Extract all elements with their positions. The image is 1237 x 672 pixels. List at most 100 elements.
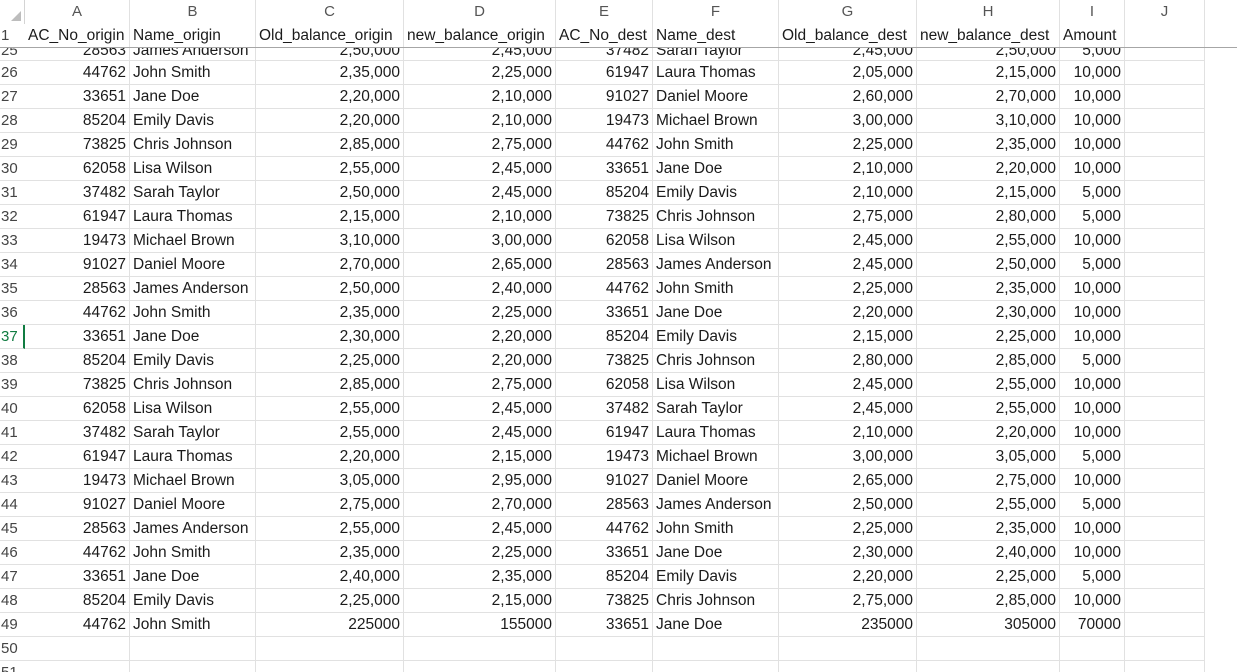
table-cell[interactable] (917, 637, 1060, 661)
header-cell[interactable] (1125, 24, 1205, 48)
table-cell[interactable]: 85204 (25, 589, 130, 613)
table-cell[interactable]: 2,70,000 (404, 493, 556, 517)
table-cell[interactable]: Emily Davis (653, 325, 779, 349)
table-cell[interactable] (1060, 637, 1125, 661)
table-cell[interactable] (1125, 109, 1205, 133)
table-cell[interactable]: Jane Doe (130, 85, 256, 109)
table-cell[interactable]: 91027 (25, 493, 130, 517)
table-cell[interactable]: 28563 (25, 517, 130, 541)
table-cell[interactable]: 2,45,000 (779, 373, 917, 397)
table-cell[interactable]: 2,10,000 (404, 85, 556, 109)
table-cell[interactable]: 91027 (556, 85, 653, 109)
table-cell[interactable]: 2,35,000 (404, 565, 556, 589)
table-cell[interactable] (779, 661, 917, 672)
table-cell[interactable]: 73825 (556, 589, 653, 613)
table-cell[interactable]: Jane Doe (653, 157, 779, 181)
table-cell[interactable]: 2,55,000 (256, 397, 404, 421)
table-cell[interactable]: 2,80,000 (917, 205, 1060, 229)
table-cell[interactable]: 2,80,000 (779, 349, 917, 373)
table-cell[interactable]: 3,00,000 (779, 109, 917, 133)
table-cell[interactable]: 2,45,000 (404, 421, 556, 445)
table-cell[interactable]: Jane Doe (653, 613, 779, 637)
table-cell[interactable]: 2,25,000 (779, 277, 917, 301)
table-cell[interactable]: 2,55,000 (917, 373, 1060, 397)
table-cell[interactable]: 2,75,000 (404, 373, 556, 397)
column-header-h[interactable]: H (917, 0, 1060, 24)
table-cell[interactable]: 2,85,000 (256, 373, 404, 397)
table-cell[interactable]: 5,000 (1060, 565, 1125, 589)
table-cell[interactable]: 2,40,000 (917, 541, 1060, 565)
table-cell[interactable]: 2,20,000 (779, 301, 917, 325)
table-cell[interactable]: 2,10,000 (779, 181, 917, 205)
table-cell[interactable]: 85204 (556, 181, 653, 205)
table-cell[interactable] (404, 661, 556, 672)
row-header[interactable]: 49 (0, 613, 25, 637)
table-cell[interactable]: 19473 (556, 109, 653, 133)
table-cell[interactable] (1125, 445, 1205, 469)
table-cell[interactable]: Lisa Wilson (130, 397, 256, 421)
row-header[interactable]: 44 (0, 493, 25, 517)
table-cell[interactable] (1125, 589, 1205, 613)
row-header[interactable]: 1 (0, 24, 25, 48)
table-cell[interactable] (1125, 421, 1205, 445)
table-cell[interactable] (1125, 661, 1205, 672)
table-cell[interactable] (917, 661, 1060, 672)
row-header[interactable]: 33 (0, 229, 25, 253)
table-cell[interactable]: 3,05,000 (256, 469, 404, 493)
table-cell[interactable]: 33651 (556, 157, 653, 181)
table-cell[interactable]: 5,000 (1060, 253, 1125, 277)
table-cell[interactable]: 155000 (404, 613, 556, 637)
table-cell[interactable]: 2,20,000 (917, 157, 1060, 181)
table-cell[interactable]: 2,25,000 (917, 325, 1060, 349)
table-cell[interactable]: 2,55,000 (256, 421, 404, 445)
table-cell[interactable] (256, 661, 404, 672)
table-cell[interactable]: John Smith (653, 133, 779, 157)
header-cell[interactable]: new_balance_origin (404, 24, 556, 48)
table-cell[interactable] (1125, 229, 1205, 253)
row-header[interactable]: 50 (0, 637, 25, 661)
table-cell[interactable]: 62058 (556, 229, 653, 253)
table-cell[interactable]: James Anderson (130, 277, 256, 301)
table-cell[interactable]: 5,000 (1060, 445, 1125, 469)
table-cell[interactable]: John Smith (653, 517, 779, 541)
table-cell[interactable]: 44762 (556, 517, 653, 541)
table-cell[interactable]: 10,000 (1060, 109, 1125, 133)
header-cell[interactable]: Amount (1060, 24, 1125, 48)
table-cell[interactable]: 2,20,000 (404, 325, 556, 349)
table-cell[interactable]: Michael Brown (653, 109, 779, 133)
row-header[interactable]: 36 (0, 301, 25, 325)
table-cell[interactable]: 73825 (25, 373, 130, 397)
table-cell[interactable] (1060, 661, 1125, 672)
select-all-button[interactable] (0, 0, 25, 24)
table-cell[interactable] (1125, 301, 1205, 325)
table-cell[interactable]: 10,000 (1060, 61, 1125, 85)
table-cell[interactable]: 2,10,000 (779, 421, 917, 445)
table-cell[interactable] (1125, 61, 1205, 85)
table-cell[interactable]: 85204 (25, 349, 130, 373)
table-cell[interactable]: 10,000 (1060, 229, 1125, 253)
table-cell[interactable]: 2,45,000 (779, 253, 917, 277)
table-cell[interactable]: 5,000 (1060, 181, 1125, 205)
table-cell[interactable]: Michael Brown (130, 229, 256, 253)
table-cell[interactable]: 2,15,000 (917, 61, 1060, 85)
table-cell[interactable]: 5,000 (1060, 205, 1125, 229)
table-cell[interactable]: 2,55,000 (917, 229, 1060, 253)
table-cell[interactable]: Jane Doe (653, 541, 779, 565)
table-cell[interactable] (130, 661, 256, 672)
table-cell[interactable]: 2,45,000 (404, 181, 556, 205)
table-cell[interactable]: 2,15,000 (404, 445, 556, 469)
table-cell[interactable]: 2,55,000 (256, 157, 404, 181)
table-cell[interactable]: Emily Davis (130, 349, 256, 373)
table-cell[interactable]: 2,55,000 (917, 397, 1060, 421)
table-cell[interactable] (130, 637, 256, 661)
table-cell[interactable]: 2,75,000 (256, 493, 404, 517)
header-cell[interactable]: AC_No_dest (556, 24, 653, 48)
row-header[interactable]: 30 (0, 157, 25, 181)
table-cell[interactable] (1125, 205, 1205, 229)
table-cell[interactable]: 2,20,000 (256, 85, 404, 109)
table-cell[interactable]: 61947 (25, 205, 130, 229)
table-cell[interactable]: 33651 (25, 565, 130, 589)
table-cell[interactable]: 2,45,000 (404, 397, 556, 421)
table-cell[interactable] (25, 661, 130, 672)
table-cell[interactable]: 2,25,000 (404, 301, 556, 325)
